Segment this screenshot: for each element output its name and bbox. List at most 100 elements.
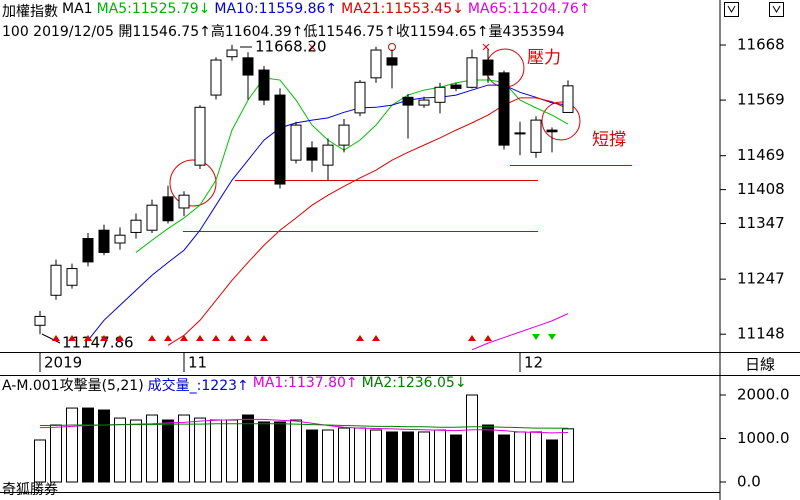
volume-bar xyxy=(34,439,46,483)
signal-up xyxy=(372,335,380,341)
signal-up xyxy=(228,335,236,341)
legend-entry: MA1:1137.80↑ xyxy=(252,375,358,391)
volume-bar xyxy=(114,417,126,483)
x-tick-label: 2019 xyxy=(44,354,82,372)
y-tick-label: 11347 xyxy=(737,214,785,232)
high-label: 11668.20 xyxy=(255,38,327,56)
candle-body xyxy=(178,194,190,209)
legend-entry: MA21:11553.45↓ xyxy=(341,1,464,17)
volume-bar xyxy=(530,431,542,483)
y-tick-label: 2000.0 xyxy=(737,386,790,404)
candle-body xyxy=(274,94,286,185)
plot xyxy=(34,394,574,483)
candle-body xyxy=(498,72,510,146)
volume-bar xyxy=(434,429,446,483)
ma-line xyxy=(471,313,569,351)
signal-up xyxy=(148,335,156,341)
signal-up xyxy=(84,335,92,341)
candle-body xyxy=(258,69,270,101)
header-text: 100 2019/12/05 開11546.75↑高11604.39↑低1154… xyxy=(2,24,565,40)
header-line: 100 2019/12/05 開11546.75↑高11604.39↑低1154… xyxy=(2,21,565,41)
header-line: 加權指數 MA1 MA5:11525.79↓ MA10:11559.86↑ MA21:1… xyxy=(2,1,591,21)
note: 短撐 xyxy=(592,130,626,150)
period: 日線 xyxy=(745,356,775,374)
signal-up xyxy=(52,335,60,341)
annotations xyxy=(41,43,632,344)
note: 壓力 xyxy=(527,48,561,68)
volume-bar xyxy=(338,427,350,483)
legend-entry: MA2:1236.05↓ xyxy=(361,375,467,391)
signal-up xyxy=(68,335,76,341)
legend-entry: MA10:11559.86↑ xyxy=(214,1,338,17)
volume-bar xyxy=(290,419,302,483)
brand: 奇狐勝券 xyxy=(2,481,58,498)
ma-line xyxy=(40,423,569,429)
ma-line xyxy=(87,84,569,341)
candle-body xyxy=(242,57,254,76)
candle-body xyxy=(194,106,206,166)
signal-up xyxy=(244,335,252,341)
signal-up xyxy=(260,335,268,341)
y-tick-label: 11148 xyxy=(737,325,785,343)
volume-bar xyxy=(130,419,142,483)
signal-up xyxy=(116,335,124,341)
volume-bar xyxy=(178,414,190,483)
volume-bar xyxy=(402,431,414,483)
volume-bar xyxy=(98,409,110,483)
candle-body xyxy=(530,119,542,153)
volume-bar xyxy=(386,431,398,483)
candle-body xyxy=(34,315,46,326)
volume-bar xyxy=(562,428,574,483)
candle-body xyxy=(450,84,462,89)
y-tick-label: 0.0 xyxy=(737,472,761,490)
signal-down xyxy=(532,334,540,340)
volume-bar xyxy=(498,434,510,483)
volume-bar xyxy=(306,429,318,483)
y-tick-label: 11668 xyxy=(737,36,785,54)
volume-bar xyxy=(450,434,462,483)
volume-bar xyxy=(370,429,382,483)
candle-body xyxy=(338,124,350,146)
candle-body xyxy=(130,219,142,233)
signal-up xyxy=(212,335,220,341)
signal-up xyxy=(180,335,188,341)
candle-body xyxy=(98,229,110,253)
volume-bar xyxy=(66,407,78,483)
candle-body xyxy=(210,59,222,96)
legend-entry: 加權指數 xyxy=(2,4,58,20)
legend-entry: MA5:11525.79↓ xyxy=(96,1,211,17)
plot xyxy=(34,44,574,351)
ma-line xyxy=(135,77,569,253)
candle-body xyxy=(562,85,574,113)
y-tick-label: 11469 xyxy=(737,146,785,164)
y-tick-label: 11408 xyxy=(737,180,785,198)
candle-body xyxy=(146,204,158,231)
candle-body xyxy=(386,57,398,66)
signal-up xyxy=(164,335,172,341)
legend-entry: 成交量_:1223↑ xyxy=(147,378,249,394)
candle-body xyxy=(114,234,126,244)
volume-bar xyxy=(226,419,238,483)
legend-entry: MA65:11204.76↑ xyxy=(467,1,591,17)
signal-up xyxy=(356,335,364,341)
volume-bar xyxy=(514,431,526,483)
volume-title: A-M.001攻擊量(5,21) xyxy=(2,378,144,394)
x-tick-label: 12 xyxy=(524,354,543,372)
signal-down xyxy=(548,334,556,340)
y-tick-label: 1000.0 xyxy=(737,429,790,447)
candle-body xyxy=(50,264,62,296)
volume-bar xyxy=(146,414,158,483)
volume-bar xyxy=(322,429,334,483)
signal-up xyxy=(100,335,108,341)
volume-bar xyxy=(162,419,174,483)
volume-bar xyxy=(274,421,286,483)
volume-bar xyxy=(50,424,62,483)
candle-body xyxy=(546,129,558,133)
candle-body xyxy=(514,132,526,135)
signal-up xyxy=(196,335,204,341)
legend-entry: MA1 xyxy=(62,1,93,17)
candle-body xyxy=(226,49,238,58)
volume-bar xyxy=(258,421,270,483)
